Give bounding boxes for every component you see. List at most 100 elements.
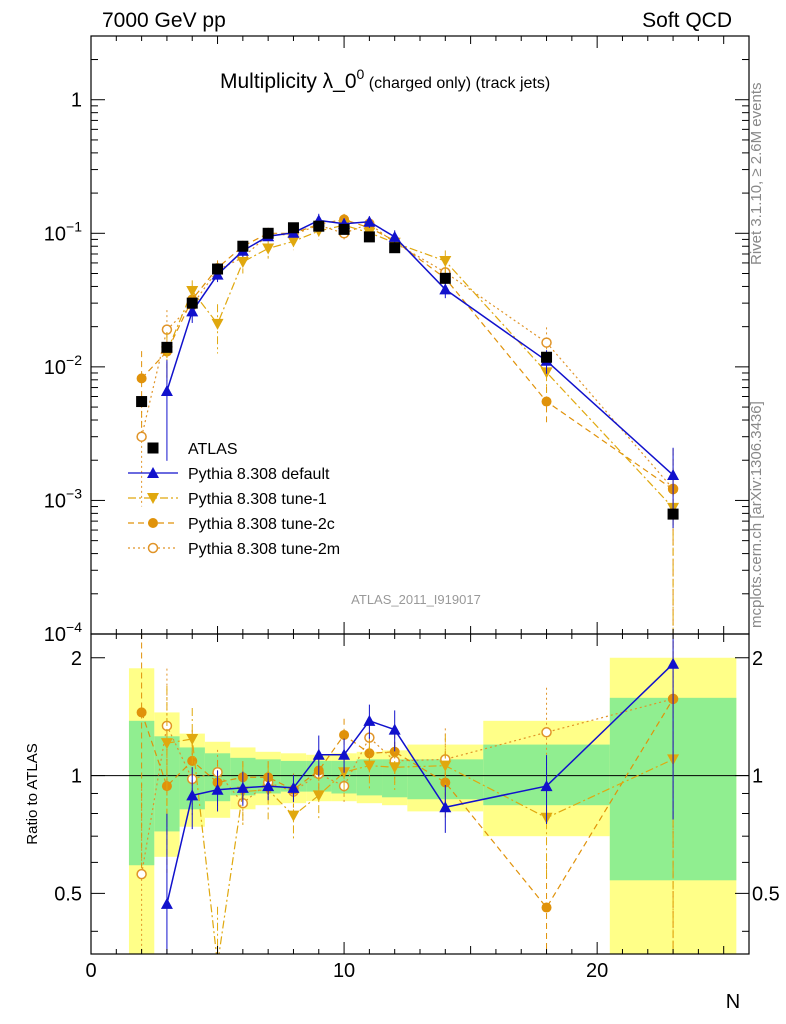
series-0-point [287,222,299,234]
series-2-ratio-point [363,760,376,772]
series-2-point [186,285,199,297]
y-tick-base: 10 [44,223,66,245]
series-3-ratio-point [541,902,552,913]
series-2-ratio-point [212,959,224,970]
y-tick-base: 10 [44,624,66,646]
series-4-ratio-line [141,698,674,875]
series-0-point [667,508,679,520]
series-1-ratio-point [540,780,553,792]
series-1-ratio [160,634,680,954]
plot-title: Multiplicity λ_00 (charged only) (track … [220,66,550,93]
legend-marker [147,542,159,554]
series-2-point [439,256,452,268]
y-tick-exp: −1 [66,218,82,234]
series-4-point [136,431,147,442]
series-0-point [363,231,375,243]
series-2-ratio-point [160,738,173,750]
series-3-point [136,373,147,384]
ratio-y-tick-label: 1 [71,766,82,788]
legend-item-2: Pythia 8.308 tune-1 [128,491,327,508]
series-1-ratio-point [363,714,376,726]
series-0-point [338,223,350,235]
series-2-ratio-point [186,734,199,746]
legend: ATLAS Pythia 8.308 default Pythia 8.308 tu… [128,441,340,558]
y-tick-base: 10 [44,357,66,379]
series-4-ratio-point [136,868,147,880]
series-1-point [186,305,199,317]
ratio-y-tick-label-right: 0.5 [752,883,780,905]
analysis-label: ATLAS_2011_I919017 [351,592,481,607]
legend-marker [147,442,159,454]
legend-label: ATLAS [188,441,238,458]
series-0-point [237,240,249,252]
legend-item-3: Pythia 8.308 tune-2c [128,516,335,533]
series-2-ratio-point [439,760,452,772]
series-0-point [389,242,401,254]
legend-label: Pythia 8.308 tune-1 [188,491,327,508]
y-tick-base: 10 [44,490,66,512]
legend-label: Pythia 8.308 tune-2m [188,541,340,558]
legend-item-0: ATLAS [147,441,238,458]
series-1-point [160,384,173,396]
ratio-y-tick-label-right: 2 [752,648,763,670]
series-4-ratio-point [541,727,552,738]
series-3-ratio-point [136,707,147,718]
legend-label: Pythia 8.308 default [188,466,330,483]
series-1-ratio-point [312,748,325,760]
legend-marker [148,518,158,528]
series-0-point [439,272,451,284]
series-1-ratio-point [388,723,401,735]
series-0-point [541,351,553,363]
series-1-ratio-point [439,801,452,813]
series-4-line [141,223,674,490]
y-tick-exp: −4 [66,619,82,635]
series-0-point [262,227,274,239]
series-3-line [141,218,674,490]
series-1-point [388,230,401,242]
ratio-y-tick-label: 0.5 [54,883,82,905]
header-left: 7000 GeV pp [102,9,226,32]
series-0-point [313,220,325,232]
plot-title-sub: (charged only) (track jets) [364,75,550,92]
y-tick-label: 10−2 [44,352,82,379]
series-1-ratio-point [338,748,351,760]
rivet-label: Rivet 3.1.10, ≥ 2.6M events [748,83,765,266]
series-2-ratio-point [287,810,300,822]
plot-title-sup: 0 [357,66,365,82]
series-1-ratio-point [160,897,173,909]
x-tick-label: 0 [85,960,96,982]
header-right: Soft QCD [642,9,732,32]
legend-marker [147,467,159,478]
ratio-series [136,634,680,970]
y-tick-label: 10−4 [44,619,82,646]
series-0-point [212,263,224,275]
series-1-ratio-point [186,789,199,801]
ratio-bands [128,657,737,954]
y-tick-exp: −3 [66,485,82,501]
series-0-main [136,220,679,520]
series-2-point [236,256,249,268]
x-axis-label: N [726,991,740,1013]
series-1-ratio-point [262,780,275,792]
series-1-ratio-point [667,657,680,669]
legend-item-1: Pythia 8.308 default [128,466,330,483]
series-3-point [541,396,552,407]
series-2-point [262,243,275,255]
ratio-y-tick-label: 2 [71,648,82,670]
series-4-point [541,337,552,348]
legend-item-4: Pythia 8.308 tune-2m [128,541,340,558]
legend-marker [147,493,159,504]
series-2-ratio-point [388,762,401,774]
legend-label: Pythia 8.308 tune-2c [188,516,335,533]
series-1-point [363,215,376,227]
y-tick-label: 10−1 [44,218,82,245]
series-1-ratio-point [236,781,249,793]
series-1-point [439,283,452,295]
series-0-point [136,396,148,408]
series-1-ratio-point [287,781,300,793]
series-0-point [186,297,198,309]
series-2-point [211,318,224,330]
x-tick-label: 20 [586,960,608,982]
